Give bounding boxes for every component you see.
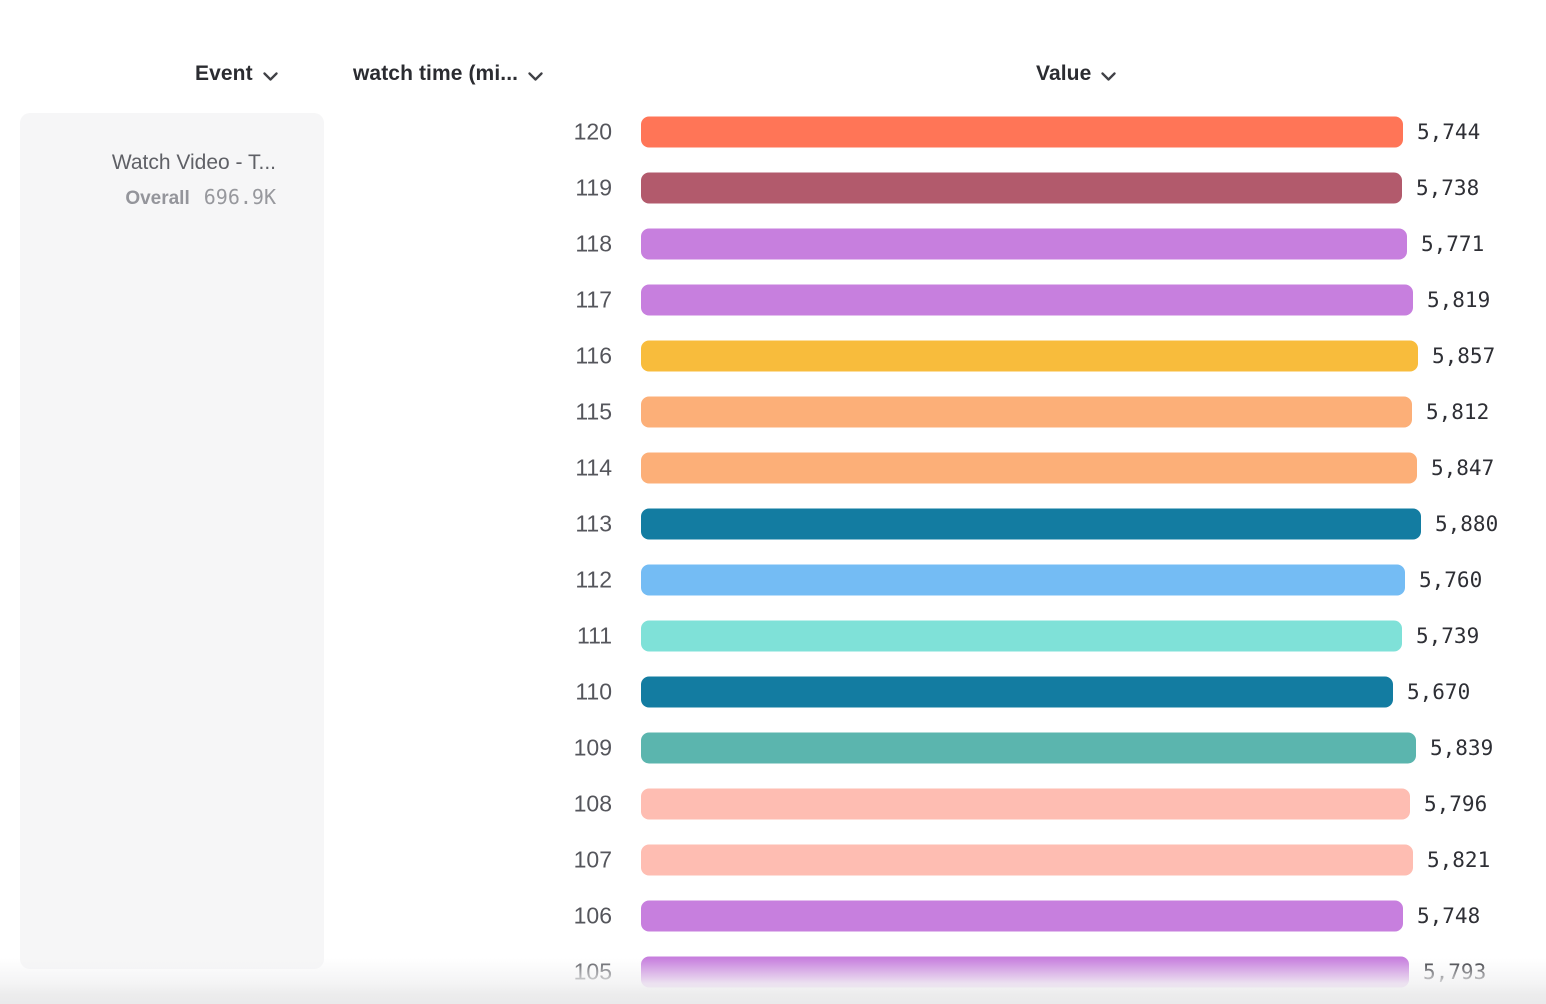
watch-time-tick-label: 112	[575, 566, 612, 593]
value-label: 5,847	[1431, 456, 1495, 480]
chevron-down-icon	[528, 64, 543, 88]
value-column-label: Value	[1036, 62, 1092, 85]
value-label: 5,760	[1419, 568, 1483, 592]
chart-row: 111 5,739	[0, 608, 1546, 664]
value-label: 5,738	[1416, 176, 1480, 200]
value-bar[interactable]	[641, 508, 1421, 540]
chart-row: 106 5,748	[0, 888, 1546, 944]
event-title: Watch Video - T...	[111, 151, 276, 174]
event-panel[interactable]: Watch Video - T... Overall 696.9K	[20, 113, 324, 969]
value-label: 5,748	[1417, 904, 1481, 928]
chart-row: 120 5,744	[0, 104, 1546, 160]
event-column-label: Event	[195, 62, 253, 85]
value-bar[interactable]	[641, 620, 1402, 652]
value-label: 5,771	[1421, 232, 1485, 256]
value-bar[interactable]	[641, 732, 1416, 764]
chart-row: 105 5,793	[0, 944, 1546, 1000]
chart-row: 116 5,857	[0, 328, 1546, 384]
chart-row: 108 5,796	[0, 776, 1546, 832]
chart-row: 112 5,760	[0, 552, 1546, 608]
value-bar[interactable]	[641, 788, 1410, 820]
chart-row: 117 5,819	[0, 272, 1546, 328]
chart-row: 109 5,839	[0, 720, 1546, 776]
chevron-down-icon	[1101, 64, 1117, 88]
watch-time-tick-label: 110	[575, 678, 612, 705]
event-column-dropdown[interactable]: Event	[195, 58, 278, 90]
value-bar[interactable]	[641, 452, 1417, 484]
watch-time-tick-label: 108	[573, 790, 612, 817]
watch-time-tick-label: 119	[575, 174, 612, 201]
value-label: 5,744	[1417, 120, 1481, 144]
value-label: 5,793	[1423, 960, 1487, 984]
value-label: 5,670	[1407, 680, 1471, 704]
value-bar[interactable]	[641, 228, 1407, 260]
watch-time-tick-label: 118	[575, 230, 612, 257]
chart-row: 114 5,847	[0, 440, 1546, 496]
value-bar[interactable]	[641, 676, 1393, 708]
watch-time-tick-label: 115	[575, 398, 612, 425]
watch-time-tick-label: 114	[575, 454, 612, 481]
value-bar[interactable]	[641, 340, 1418, 372]
event-metric-label: Overall	[125, 188, 190, 210]
watch-time-tick-label: 116	[575, 342, 612, 369]
value-label: 5,839	[1430, 736, 1494, 760]
watch-time-tick-label: 105	[573, 958, 612, 985]
chart-row: 118 5,771	[0, 216, 1546, 272]
value-label: 5,821	[1427, 848, 1491, 872]
value-label: 5,812	[1426, 400, 1490, 424]
value-bar[interactable]	[641, 956, 1409, 988]
chart-row: 110 5,670	[0, 664, 1546, 720]
value-bar[interactable]	[641, 284, 1413, 316]
watch-time-tick-label: 113	[575, 510, 612, 537]
watch-time-tick-label: 106	[573, 902, 612, 929]
watch-time-tick-label: 117	[575, 286, 612, 313]
chart-row: 115 5,812	[0, 384, 1546, 440]
value-bar[interactable]	[641, 564, 1405, 596]
value-label: 5,880	[1435, 512, 1499, 536]
watch-time-tick-label: 120	[573, 118, 612, 145]
watch-time-column-label: watch time (mi...	[353, 62, 519, 85]
value-bar[interactable]	[641, 900, 1403, 932]
value-bar[interactable]	[641, 172, 1402, 204]
value-bar[interactable]	[641, 396, 1412, 428]
value-bar[interactable]	[641, 116, 1403, 148]
value-label: 5,819	[1427, 288, 1491, 312]
chart-row: 113 5,880	[0, 496, 1546, 552]
watch-time-tick-label: 111	[577, 622, 612, 649]
chart-row: 107 5,821	[0, 832, 1546, 888]
event-metric-value: 696.9K	[203, 185, 276, 210]
value-label: 5,796	[1424, 792, 1488, 816]
value-bar[interactable]	[641, 844, 1413, 876]
value-label: 5,857	[1432, 344, 1496, 368]
value-column-dropdown[interactable]: Value	[1036, 58, 1117, 90]
chart-row: 119 5,738	[0, 160, 1546, 216]
chevron-down-icon	[263, 64, 278, 88]
watch-time-tick-label: 107	[573, 846, 612, 873]
value-label: 5,739	[1416, 624, 1480, 648]
watch-time-tick-label: 109	[573, 734, 612, 761]
watch-time-column-dropdown[interactable]: watch time (mi...	[353, 58, 543, 90]
